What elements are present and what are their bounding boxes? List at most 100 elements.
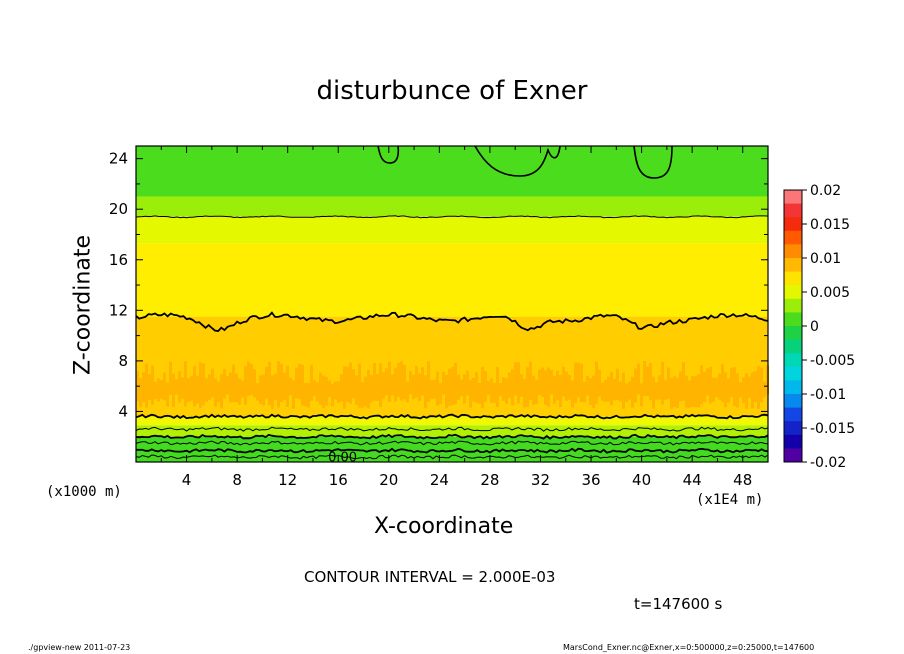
texture-strip: [703, 371, 706, 402]
texture-strip: [247, 361, 250, 396]
texture-strip: [538, 369, 541, 395]
texture-strip: [193, 366, 196, 407]
colorbar-segment: [784, 366, 802, 381]
contour-band-2: [136, 216, 768, 244]
texture-strip: [259, 375, 262, 405]
texture-strip: [616, 368, 619, 401]
texture-strip: [340, 374, 343, 402]
texture-strip: [406, 381, 409, 403]
texture-strip: [298, 363, 301, 399]
texture-strip: [757, 365, 760, 409]
texture-strip: [145, 363, 148, 408]
texture-strip: [190, 376, 193, 401]
colorbar-segment: [784, 230, 802, 245]
texture-strip: [403, 364, 406, 400]
texture-strip: [346, 366, 349, 403]
texture-strip: [424, 375, 427, 409]
contour-texture-layer: [136, 360, 769, 409]
texture-strip: [580, 363, 583, 403]
texture-strip: [280, 363, 283, 402]
texture-strip: [694, 376, 697, 408]
texture-strip: [457, 374, 460, 400]
x-tick-label: 44: [683, 471, 702, 489]
y-axis-label: Z-coordinate: [70, 235, 96, 375]
texture-strip: [448, 368, 451, 407]
texture-strip: [373, 363, 376, 401]
texture-strip: [595, 361, 598, 404]
texture-strip: [664, 380, 667, 400]
texture-strip: [493, 382, 496, 403]
texture-strip: [160, 380, 163, 399]
y-tick-label: 4: [118, 402, 128, 420]
colorbar-tick-label: 0.02: [810, 183, 841, 199]
texture-strip: [739, 382, 742, 398]
texture-strip: [610, 371, 613, 406]
texture-strip: [643, 360, 646, 397]
texture-strip: [679, 371, 682, 402]
texture-strip: [751, 372, 754, 409]
chart-title: disturbunce of Exner: [316, 76, 588, 106]
contour-line-1: [135, 413, 769, 420]
texture-strip: [307, 383, 310, 408]
texture-strip: [286, 365, 289, 408]
texture-strip: [397, 362, 400, 397]
texture-strip: [370, 375, 373, 403]
texture-strip: [430, 380, 433, 399]
texture-strip: [661, 362, 664, 405]
texture-strip: [268, 361, 271, 405]
texture-strip: [634, 368, 637, 403]
texture-strip: [490, 378, 493, 403]
texture-strip: [469, 379, 472, 408]
colorbar-segment: [784, 244, 802, 259]
x-tick-label: 48: [733, 471, 752, 489]
texture-strip: [187, 378, 190, 403]
contour-lobe-2: [633, 145, 673, 179]
contour-line-6: [135, 454, 769, 460]
texture-strip: [481, 366, 484, 408]
texture-strip: [511, 369, 514, 406]
texture-strip: [625, 383, 628, 402]
texture-strip: [436, 371, 439, 406]
texture-strip: [148, 374, 151, 400]
x-tick-label: 24: [430, 471, 449, 489]
texture-strip: [670, 378, 673, 409]
texture-strip: [328, 380, 331, 397]
colorbar-segment: [784, 339, 802, 354]
texture-strip: [592, 375, 595, 409]
colorbar-tick-label: 0.015: [810, 217, 850, 233]
colorbar-segment: [784, 190, 802, 205]
x-tick-label: 12: [278, 471, 297, 489]
texture-strip: [763, 381, 766, 398]
texture-strip: [499, 382, 502, 397]
texture-strip: [172, 373, 175, 408]
texture-strip: [733, 367, 736, 406]
texture-strip: [673, 376, 676, 408]
texture-strip: [151, 365, 154, 405]
x-tick-label: 40: [632, 471, 651, 489]
texture-strip: [613, 378, 616, 401]
texture-strip: [544, 370, 547, 405]
texture-strip: [238, 378, 241, 405]
texture-strip: [487, 381, 490, 396]
texture-strip: [163, 372, 166, 401]
texture-strip: [214, 378, 217, 407]
texture-strip: [364, 376, 367, 407]
texture-strip: [541, 367, 544, 397]
texture-strip: [532, 375, 535, 405]
texture-strip: [505, 378, 508, 404]
texture-strip: [265, 366, 268, 399]
texture-strip: [736, 373, 739, 408]
colorbar-tick-label: 0.005: [810, 285, 850, 301]
texture-strip: [562, 366, 565, 397]
colorbar-segment: [784, 203, 802, 218]
texture-strip: [454, 362, 457, 405]
texture-strip: [358, 363, 361, 408]
texture-strip: [691, 376, 694, 407]
texture-strip: [442, 371, 445, 395]
texture-strip: [253, 369, 256, 398]
texture-strip: [157, 378, 160, 402]
texture-strip: [517, 362, 520, 404]
y-tick-label: 12: [109, 301, 128, 319]
texture-strip: [439, 383, 442, 405]
x-tick-label: 20: [379, 471, 398, 489]
